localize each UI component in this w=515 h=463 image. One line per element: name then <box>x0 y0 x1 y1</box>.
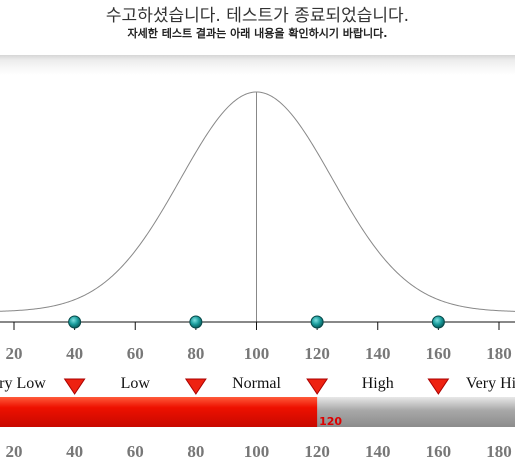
tick-label-120: 120 <box>304 344 330 363</box>
range-label-1: Low <box>121 375 151 392</box>
marker-dot-120 <box>310 315 324 329</box>
tick-label-bottom-140: 140 <box>365 442 391 461</box>
boundary-triangle-160 <box>427 378 450 395</box>
boundary-triangle-120 <box>306 378 329 395</box>
tick-label-bottom-120: 120 <box>304 442 330 461</box>
page-title: 수고하셨습니다. 테스트가 종료되었습니다. <box>105 6 410 26</box>
tick-label-bottom-100: 100 <box>244 442 270 461</box>
tick-label-bottom-80: 80 <box>187 442 204 461</box>
marker-dot-40 <box>68 315 82 329</box>
marker-dot-80 <box>189 315 203 329</box>
tick-label-20: 20 <box>6 344 23 363</box>
tick-label-180: 180 <box>486 344 512 363</box>
range-label-3: High <box>362 375 394 392</box>
range-label-4: Very High <box>466 375 515 392</box>
tick-label-bottom-160: 160 <box>426 442 452 461</box>
page-subtitle: 자세한 테스트 결과는 아래 내용을 확인하시기 바랍니다. <box>127 27 388 40</box>
range-label-2: Normal <box>232 375 281 392</box>
tick-label-100: 100 <box>244 344 270 363</box>
tick-label-40: 40 <box>66 344 83 363</box>
tick-label-bottom-20: 20 <box>6 442 23 461</box>
tick-label-140: 140 <box>365 344 391 363</box>
range-label-0: Very Low <box>0 375 46 392</box>
tick-label-bottom-60: 60 <box>127 442 144 461</box>
tick-label-160: 160 <box>426 344 452 363</box>
score-value-label: 120 <box>319 415 342 428</box>
tick-label-60: 60 <box>127 344 144 363</box>
boundary-triangle-80 <box>184 378 207 395</box>
header-divider <box>0 55 515 75</box>
score-bar-fill <box>0 397 318 427</box>
marker-dot-160 <box>431 315 445 329</box>
tick-label-80: 80 <box>187 344 204 363</box>
distribution-curve <box>0 91 515 312</box>
tick-label-bottom-40: 40 <box>66 442 83 461</box>
boundary-triangle-40 <box>63 378 86 395</box>
tick-label-bottom-180: 180 <box>486 442 512 461</box>
